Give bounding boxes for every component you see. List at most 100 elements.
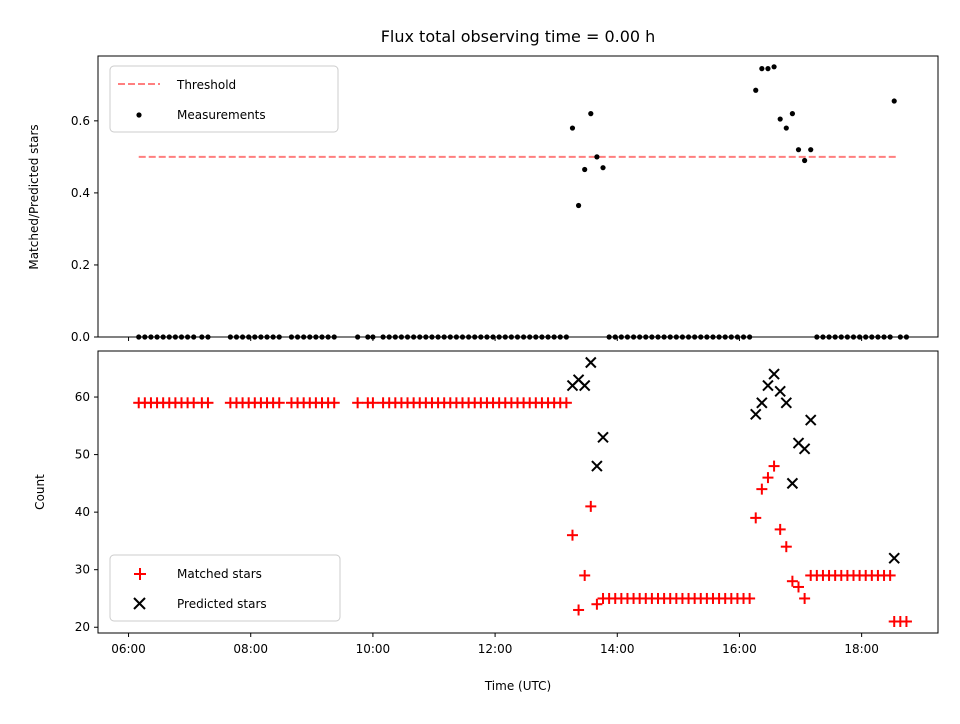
measurement-point bbox=[484, 334, 490, 340]
measurement-point bbox=[710, 334, 716, 340]
measurement-point bbox=[814, 334, 820, 340]
measurement-point bbox=[563, 334, 569, 340]
measurement-point bbox=[264, 334, 270, 340]
measurement-point bbox=[777, 116, 783, 122]
matched-star-point bbox=[768, 460, 780, 472]
matched-star-point bbox=[786, 575, 798, 587]
predicted-star-stroke bbox=[597, 431, 609, 444]
measurement-point bbox=[142, 334, 148, 340]
measurement-point bbox=[747, 334, 753, 340]
measurement-point bbox=[832, 334, 838, 340]
measurement-point bbox=[557, 334, 563, 340]
predicted-star-stroke bbox=[798, 443, 811, 455]
legend-predicted-swatch bbox=[133, 597, 146, 610]
predicted-star-stroke bbox=[774, 385, 786, 397]
predicted-star-point bbox=[805, 414, 817, 426]
measurement-point bbox=[765, 66, 771, 72]
measurement-point bbox=[759, 66, 765, 72]
measurement-point bbox=[630, 334, 637, 340]
x-tick-label: 08:00 bbox=[233, 642, 268, 656]
measurement-point bbox=[478, 334, 484, 340]
bottom-y-axis-label: Count bbox=[33, 474, 47, 510]
star-count-points bbox=[133, 356, 912, 627]
measurement-point bbox=[551, 334, 557, 340]
measurement-point bbox=[789, 111, 796, 117]
legend-measurements-swatch bbox=[136, 112, 142, 118]
legend-matched-label: Matched stars bbox=[177, 567, 262, 581]
bottom-panel: 20 30 40 50 60 06:00 08:00 10:00 12:00 14:00 16:0… bbox=[33, 350, 939, 693]
measurement-point bbox=[869, 334, 875, 340]
x-tick-label: 10:00 bbox=[356, 642, 391, 656]
predicted-star-point bbox=[798, 443, 811, 455]
predicted-star-point bbox=[888, 552, 900, 564]
measurement-point bbox=[606, 334, 612, 340]
predicted-star-point bbox=[780, 397, 792, 409]
measurement-point bbox=[891, 98, 897, 104]
bottom-legend-box bbox=[109, 554, 341, 622]
matched-star-point bbox=[756, 483, 768, 495]
matched-star-point bbox=[900, 615, 912, 627]
measurement-point bbox=[637, 334, 643, 340]
measurement-point bbox=[319, 334, 325, 340]
measurement-point bbox=[294, 334, 301, 340]
measurement-point bbox=[160, 334, 166, 340]
measurement-point bbox=[172, 334, 178, 340]
measurement-point bbox=[826, 334, 832, 340]
top-y-tick-label: 0.2 bbox=[71, 258, 90, 272]
measurement-point bbox=[301, 334, 307, 340]
measurement-point bbox=[459, 334, 466, 340]
bottom-axes-frame bbox=[97, 350, 939, 634]
measurement-point bbox=[386, 334, 392, 340]
measurement-point bbox=[624, 334, 631, 340]
predicted-star-stroke bbox=[805, 414, 817, 426]
measurement-point bbox=[716, 334, 722, 340]
top-y-tick-label: 0.0 bbox=[71, 330, 90, 344]
matched-star-point bbox=[780, 541, 792, 553]
measurement-point bbox=[365, 334, 371, 340]
measurement-point bbox=[850, 334, 857, 340]
measurement-point bbox=[447, 334, 453, 340]
measurement-point bbox=[667, 334, 673, 340]
measurement-point bbox=[655, 334, 661, 340]
measurement-point bbox=[307, 334, 313, 340]
predicted-star-point bbox=[597, 431, 609, 444]
predicted-star-stroke bbox=[768, 368, 780, 380]
measurement-point bbox=[508, 334, 514, 340]
measurement-point bbox=[191, 334, 197, 340]
predicted-star-point bbox=[762, 379, 774, 392]
measurement-point bbox=[527, 334, 533, 340]
measurement-point bbox=[435, 334, 441, 340]
measurement-point bbox=[545, 334, 551, 340]
top-y-axis-label: Matched/Predicted stars bbox=[27, 124, 41, 269]
measurement-point bbox=[154, 334, 160, 340]
top-panel: 0.0 0.2 0.4 0.6 Matched/Predicted stars Thr… bbox=[27, 55, 939, 344]
matched-star-point bbox=[793, 581, 805, 593]
measurement-point bbox=[734, 334, 741, 340]
measurement-point bbox=[411, 334, 417, 340]
measurement-point bbox=[417, 334, 423, 340]
matched-star-point bbox=[884, 569, 896, 581]
matched-star-point bbox=[750, 512, 762, 524]
predicted-star-stroke bbox=[780, 397, 792, 409]
measurement-point bbox=[199, 334, 205, 340]
measurement-point bbox=[423, 334, 429, 340]
chart-title: Flux total observing time = 0.00 h bbox=[381, 27, 656, 46]
measurement-point bbox=[233, 334, 240, 340]
measurement-point bbox=[380, 334, 386, 340]
measurement-point bbox=[178, 334, 185, 340]
measurement-point bbox=[148, 334, 154, 340]
measurement-point bbox=[887, 334, 893, 340]
measurement-point bbox=[239, 334, 246, 340]
predicted-star-point bbox=[591, 460, 603, 472]
measurements-points bbox=[136, 64, 910, 340]
measurement-point bbox=[582, 166, 588, 173]
top-y-axis: 0.0 0.2 0.4 0.6 bbox=[71, 114, 98, 344]
top-x-ticks bbox=[128, 337, 863, 341]
measurement-point bbox=[863, 334, 869, 340]
bottom-y-tick-label: 40 bbox=[75, 505, 90, 519]
predicted-star-stroke bbox=[578, 379, 591, 392]
measurement-point bbox=[392, 334, 398, 340]
x-tick-label: 16:00 bbox=[722, 642, 757, 656]
matched-star-point bbox=[560, 397, 572, 409]
x-tick-label: 18:00 bbox=[844, 642, 879, 656]
